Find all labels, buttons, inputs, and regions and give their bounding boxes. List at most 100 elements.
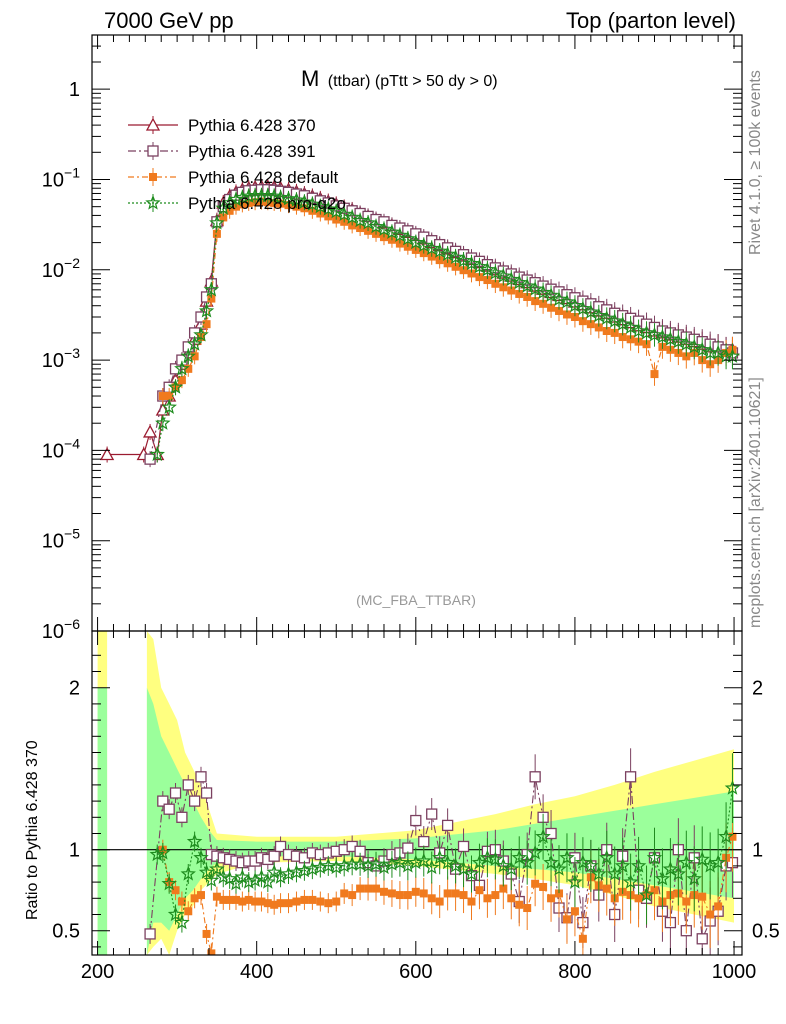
ratio-point: [654, 870, 671, 886]
data-point: [296, 194, 313, 209]
ratio-point: [583, 857, 599, 873]
data-point: [523, 292, 532, 301]
ratio-plot-series: [144, 748, 741, 955]
data-point: [483, 276, 492, 285]
ratio-point: [410, 814, 422, 827]
data-point: [180, 348, 196, 363]
ratio-point: [531, 879, 540, 888]
data-point: [408, 234, 424, 250]
data-point: [167, 379, 184, 394]
ratio-point: [274, 840, 287, 853]
data-point: [423, 240, 440, 256]
ratio-point: [728, 832, 737, 841]
ratio-point: [694, 851, 710, 867]
data-point: [531, 297, 540, 306]
data-point: [219, 213, 228, 222]
ratio-point: [188, 795, 201, 807]
ratio-point: [511, 849, 527, 865]
legend-marker: [145, 117, 161, 131]
data-point: [547, 303, 556, 312]
ratio-point: [426, 808, 438, 820]
ratio-point: [624, 771, 637, 783]
ratio-point: [247, 872, 263, 888]
ratio-point: [300, 895, 309, 904]
data-point: [614, 316, 631, 331]
data-point: [586, 320, 595, 329]
data-point: [149, 446, 165, 462]
ratio-point: [710, 854, 726, 870]
data-point: [439, 246, 456, 262]
main-plot-series: [100, 178, 741, 468]
ratio-point: [443, 889, 452, 898]
ratio-point: [268, 850, 280, 862]
data-point: [400, 230, 416, 246]
data-point: [155, 415, 171, 430]
ratio-point: [163, 803, 175, 815]
data-point: [670, 333, 687, 349]
ratio-point: [416, 852, 432, 868]
ratio-point: [244, 895, 253, 904]
y-tick-label: 10−1: [42, 164, 80, 191]
ratio-point: [606, 865, 623, 881]
ratio-point: [706, 910, 715, 919]
data-point: [654, 328, 671, 344]
ratio-point: [451, 889, 460, 898]
ratio-y-tick-label: 1: [69, 840, 80, 862]
ratio-point: [251, 897, 260, 906]
ratio-point: [515, 900, 524, 909]
data-point: [212, 229, 221, 238]
ratio-point: [696, 933, 708, 945]
ratio-point: [157, 795, 169, 807]
ratio-point: [372, 884, 381, 893]
ratio-point: [379, 887, 388, 896]
ratio-point: [332, 897, 341, 906]
ratio-point: [324, 899, 333, 908]
ratio-point: [193, 849, 209, 865]
ratio-point: [575, 854, 591, 870]
mcplots-credit-label: mcplots.cern.ch [arXiv:2401.10621]: [747, 377, 764, 628]
ratio-point: [238, 897, 247, 906]
data-point: [241, 188, 257, 203]
data-point: [209, 214, 225, 230]
data-point: [221, 194, 238, 210]
data-point: [360, 214, 376, 230]
data-point: [288, 192, 305, 207]
series-line: [156, 195, 733, 455]
data-point: [591, 307, 607, 323]
ratio-point: [161, 875, 178, 891]
ratio-y-tick-label: 0.5: [52, 921, 80, 943]
legend-label: Pythia 6.428 default: [188, 168, 339, 187]
data-point: [519, 277, 535, 293]
ratio-point: [174, 914, 190, 930]
ratio-point: [535, 828, 551, 844]
data-point: [384, 224, 400, 239]
ratio-point: [559, 849, 575, 865]
ratio-point: [487, 851, 504, 867]
y-tick-label: 10−6: [42, 616, 80, 643]
ratio-point: [411, 887, 420, 896]
ratio-line: [149, 774, 733, 941]
data-point: [551, 291, 567, 307]
data-point: [503, 271, 520, 287]
ratio-point: [276, 899, 285, 908]
ratio-point: [177, 897, 186, 906]
ratio-point: [670, 865, 687, 881]
data-point: [165, 392, 174, 401]
ratio-point: [614, 857, 631, 873]
ratio-point: [198, 864, 215, 879]
ratio-point: [638, 886, 655, 902]
ratio-band-yellow-2: [146, 631, 734, 955]
data-point: [190, 352, 199, 361]
ratio-point: [304, 860, 321, 876]
ratio-point: [686, 870, 702, 886]
ratio-point: [149, 846, 165, 862]
data-point: [368, 218, 384, 234]
data-point: [543, 287, 559, 303]
data-point: [455, 252, 472, 268]
ratio-point: [646, 849, 663, 865]
series-line: [162, 200, 733, 397]
ratio-point: [562, 915, 571, 924]
ratio-point: [190, 894, 199, 903]
data-point: [203, 281, 220, 297]
data-point: [471, 258, 488, 274]
